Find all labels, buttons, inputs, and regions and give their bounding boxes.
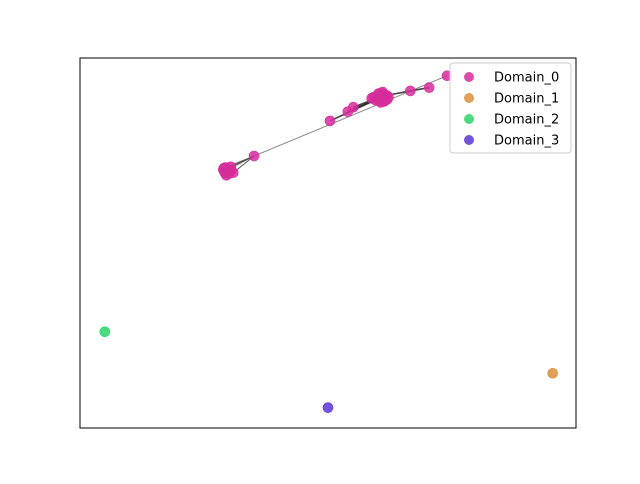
- data-point-domain_0-37: [423, 82, 435, 93]
- data-point-domain_0-18: [366, 93, 377, 104]
- data-point-domain_3-0: [322, 402, 334, 413]
- legend-label-domain_1: Domain_1: [494, 92, 559, 107]
- plot-frame: [79, 57, 577, 429]
- data-point-domain_0-31: [222, 166, 233, 178]
- data-point-domain_0-36: [405, 85, 416, 97]
- legend-label-domain_0: Domain_0: [494, 71, 559, 86]
- chart-legend: Domain_0 Domain_1 Domain_2 Domain_3: [449, 62, 572, 154]
- legend-marker-domain_2: [464, 114, 474, 124]
- points-layer: [99, 70, 558, 413]
- legend-marker-domain_1: [464, 93, 474, 103]
- legend-label-domain_3: Domain_3: [494, 134, 559, 149]
- data-point-domain_0-35: [347, 101, 359, 113]
- legend-marker-domain_0: [464, 72, 474, 82]
- data-point-domain_0-19: [376, 88, 388, 99]
- legend-label-domain_2: Domain_2: [494, 113, 559, 128]
- legend-frame: [449, 62, 572, 154]
- data-point-domain_0-32: [248, 150, 260, 162]
- legend-marker-domain_3: [464, 135, 474, 145]
- data-point-domain_0-33: [324, 115, 336, 127]
- data-point-domain_2-0: [99, 326, 111, 338]
- data-point-domain_1-0: [547, 367, 558, 379]
